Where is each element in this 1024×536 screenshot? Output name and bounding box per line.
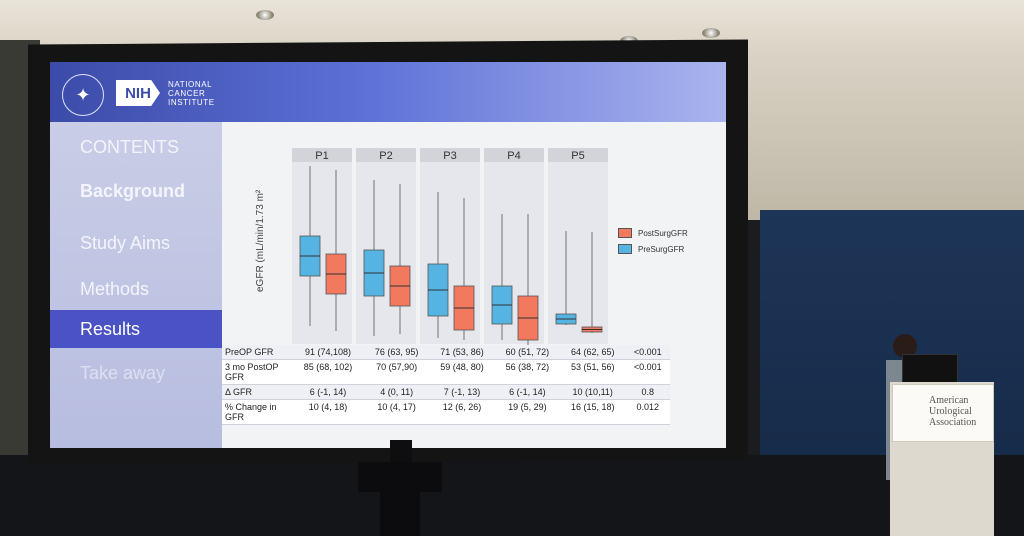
hhs-eagle-logo: ✦ xyxy=(62,74,104,116)
panel-strip xyxy=(292,148,352,162)
table-cell: 7 (-1, 13) xyxy=(429,384,495,400)
row-label: PreOP GFR xyxy=(222,345,292,360)
panel-label: P5 xyxy=(571,150,584,162)
chart-legend: PostSurgGFR PreSurgGFR xyxy=(618,228,688,260)
floor xyxy=(0,455,1024,536)
podium-sign-line: Association xyxy=(929,417,977,428)
row-label: 3 mo PostOP GFR xyxy=(222,359,292,385)
table-cell: 70 (57,90) xyxy=(363,359,430,385)
table-cell: 53 (51, 56) xyxy=(560,359,626,385)
panel-strip xyxy=(356,148,416,162)
table-cell: <0.001 xyxy=(625,345,670,360)
table-cell: 10 (4, 17) xyxy=(363,399,430,425)
ceiling-light xyxy=(256,10,274,20)
chair-silhouette xyxy=(358,440,442,536)
nav-results: Results xyxy=(50,310,222,348)
row-label: % Change in GFR xyxy=(222,399,292,425)
podium-sign-line: Urological xyxy=(929,406,972,417)
table-cell: 0.8 xyxy=(625,384,670,400)
presentation-slide: ✦ NIH NATIONAL CANCER INSTITUTE CONTENTS… xyxy=(50,62,726,448)
podium-sign: American Urological Association xyxy=(892,384,994,442)
ceiling-light xyxy=(702,28,720,38)
legend-swatch xyxy=(618,228,632,238)
table-cell: 12 (6, 26) xyxy=(429,399,495,425)
table-cell: <0.001 xyxy=(625,359,670,385)
table-cell: 85 (68, 102) xyxy=(292,359,364,385)
table-cell: 0.012 xyxy=(625,399,670,425)
nav-background: Background xyxy=(80,181,186,201)
nav-contents: CONTENTS xyxy=(80,137,179,157)
panel-background xyxy=(356,148,416,344)
boxplot-chart: P1 P2 P3 P4 P5 xyxy=(292,148,608,346)
row-label: Δ GFR xyxy=(222,384,292,400)
table-cell: 19 (5, 29) xyxy=(494,399,561,425)
table-row: % Change in GFR 10 (4, 18) 10 (4, 17) 12 (6… xyxy=(222,399,670,425)
table-cell: 76 (63, 95) xyxy=(363,345,430,360)
panel-strip xyxy=(484,148,544,162)
legend-swatch xyxy=(618,244,632,254)
table-cell: 6 (-1, 14) xyxy=(494,384,561,400)
panel-strip xyxy=(548,148,608,162)
panel-background xyxy=(548,148,608,344)
institute-line: NATIONAL xyxy=(168,80,213,89)
legend-label: PreSurgGFR xyxy=(638,244,685,254)
podium-sign-line: American xyxy=(929,395,969,406)
legend-pre: PreSurgGFR xyxy=(618,244,688,254)
table-cell: 71 (53, 86) xyxy=(429,345,495,360)
table-cell: 64 (62, 65) xyxy=(560,345,626,360)
nav-take-away: Take away xyxy=(80,363,166,383)
back-wall xyxy=(720,60,1024,220)
table-cell: 10 (10,11) xyxy=(560,384,626,400)
panel-label: P1 xyxy=(315,150,328,162)
nav-methods: Methods xyxy=(80,279,150,299)
table-row: 3 mo PostOP GFR 85 (68, 102) 70 (57,90) 59 … xyxy=(222,359,670,385)
table-cell: 4 (0, 11) xyxy=(363,384,430,400)
table-cell: 6 (-1, 14) xyxy=(292,384,364,400)
legend-post: PostSurgGFR xyxy=(618,228,688,238)
panel-strip xyxy=(420,148,480,162)
table-row: PreOP GFR 91 (74,108) 76 (63, 95) 71 (53, 8… xyxy=(222,345,670,360)
panel-label: P2 xyxy=(379,150,392,162)
slide-sidebar: CONTENTS Background Study Aims Methods R… xyxy=(50,122,222,448)
slide-header: ✦ NIH NATIONAL CANCER INSTITUTE xyxy=(50,62,726,122)
table-cell: 10 (4, 18) xyxy=(292,399,364,425)
panel-label: P3 xyxy=(443,150,456,162)
table-cell: 60 (51, 72) xyxy=(494,345,561,360)
institute-line: CANCER xyxy=(168,89,206,98)
table-cell: 91 (74,108) xyxy=(292,345,364,360)
results-table: PreOP GFR 91 (74,108) 76 (63, 95) 71 (53, 8… xyxy=(222,345,670,425)
institute-line: INSTITUTE xyxy=(168,98,215,107)
institute-name: NATIONAL CANCER INSTITUTE xyxy=(168,80,215,107)
laptop xyxy=(902,354,958,386)
table-cell: 56 (38, 72) xyxy=(494,359,561,385)
podium-sign-text: American Urological Association xyxy=(929,395,976,428)
table-cell: 59 (48, 80) xyxy=(429,359,495,385)
table-row: Δ GFR 6 (-1, 14) 4 (0, 11) 7 (-1, 13) 6 (-1,… xyxy=(222,384,670,400)
panel-label: P4 xyxy=(507,150,520,162)
nav-study-aims: Study Aims xyxy=(80,233,171,253)
legend-label: PostSurgGFR xyxy=(638,228,688,238)
nih-badge: NIH xyxy=(116,80,160,106)
table-cell: 16 (15, 18) xyxy=(560,399,626,425)
